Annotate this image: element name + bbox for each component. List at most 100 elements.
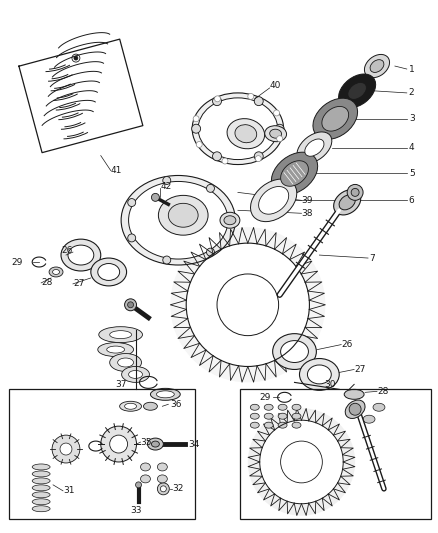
Text: 37: 37 xyxy=(116,380,127,389)
Circle shape xyxy=(351,188,359,196)
Circle shape xyxy=(135,482,141,488)
Ellipse shape xyxy=(251,179,297,222)
Ellipse shape xyxy=(91,258,127,286)
Text: 32: 32 xyxy=(172,484,184,494)
Ellipse shape xyxy=(265,126,286,142)
Ellipse shape xyxy=(250,413,259,419)
Circle shape xyxy=(101,426,137,462)
Ellipse shape xyxy=(292,404,301,410)
Ellipse shape xyxy=(110,353,141,372)
Ellipse shape xyxy=(278,422,287,428)
Text: 42: 42 xyxy=(160,182,172,191)
Circle shape xyxy=(248,93,254,99)
Ellipse shape xyxy=(307,365,331,384)
Circle shape xyxy=(248,408,355,516)
Text: 6: 6 xyxy=(409,196,414,205)
Circle shape xyxy=(163,176,171,184)
Ellipse shape xyxy=(273,334,316,369)
Circle shape xyxy=(170,227,325,382)
Circle shape xyxy=(186,243,309,367)
Ellipse shape xyxy=(278,404,287,410)
Ellipse shape xyxy=(61,239,101,271)
Text: 33: 33 xyxy=(131,506,142,515)
Ellipse shape xyxy=(322,107,349,131)
Circle shape xyxy=(222,158,228,164)
Bar xyxy=(9,389,195,519)
Ellipse shape xyxy=(121,175,235,265)
Ellipse shape xyxy=(344,389,364,399)
Ellipse shape xyxy=(32,464,50,470)
Ellipse shape xyxy=(363,415,375,423)
Circle shape xyxy=(152,193,159,201)
Ellipse shape xyxy=(272,152,318,195)
Ellipse shape xyxy=(53,270,60,274)
Ellipse shape xyxy=(152,441,159,447)
Text: 26: 26 xyxy=(341,340,353,349)
Text: 27: 27 xyxy=(354,365,366,374)
Circle shape xyxy=(124,299,137,311)
Ellipse shape xyxy=(264,404,273,410)
Ellipse shape xyxy=(99,327,142,343)
Ellipse shape xyxy=(150,389,180,400)
Circle shape xyxy=(255,156,261,161)
Ellipse shape xyxy=(68,245,94,265)
Bar xyxy=(240,389,431,519)
Ellipse shape xyxy=(32,492,50,498)
Circle shape xyxy=(275,124,284,133)
Ellipse shape xyxy=(281,341,308,362)
Ellipse shape xyxy=(281,161,308,186)
Ellipse shape xyxy=(270,129,282,138)
Ellipse shape xyxy=(373,403,385,411)
Ellipse shape xyxy=(297,132,332,163)
Ellipse shape xyxy=(292,422,301,428)
Circle shape xyxy=(277,136,283,142)
Ellipse shape xyxy=(118,358,134,367)
Ellipse shape xyxy=(300,359,339,390)
Circle shape xyxy=(260,420,343,504)
Ellipse shape xyxy=(264,413,273,419)
Ellipse shape xyxy=(98,343,134,357)
Circle shape xyxy=(274,110,279,116)
Ellipse shape xyxy=(129,181,228,259)
Ellipse shape xyxy=(220,212,240,228)
Ellipse shape xyxy=(192,93,283,165)
Ellipse shape xyxy=(345,400,365,418)
Circle shape xyxy=(110,435,127,453)
Circle shape xyxy=(349,403,361,415)
Ellipse shape xyxy=(157,463,167,471)
Text: 40: 40 xyxy=(270,82,281,91)
Ellipse shape xyxy=(168,203,198,227)
Ellipse shape xyxy=(32,499,50,505)
Ellipse shape xyxy=(49,267,63,277)
Circle shape xyxy=(128,199,136,206)
Ellipse shape xyxy=(98,263,120,280)
Ellipse shape xyxy=(235,125,257,143)
Ellipse shape xyxy=(148,438,163,450)
Text: 28: 28 xyxy=(377,387,389,396)
Ellipse shape xyxy=(157,475,167,483)
Ellipse shape xyxy=(156,391,174,398)
Ellipse shape xyxy=(198,98,278,159)
Ellipse shape xyxy=(348,83,367,99)
Ellipse shape xyxy=(227,119,265,149)
Circle shape xyxy=(215,96,220,102)
Circle shape xyxy=(192,124,201,133)
Circle shape xyxy=(127,302,134,308)
Ellipse shape xyxy=(264,422,273,428)
Circle shape xyxy=(226,216,234,224)
Circle shape xyxy=(254,96,263,106)
Text: 27: 27 xyxy=(73,279,84,288)
Ellipse shape xyxy=(339,74,376,108)
Ellipse shape xyxy=(292,413,301,419)
Ellipse shape xyxy=(370,60,384,72)
Circle shape xyxy=(347,184,363,200)
Circle shape xyxy=(206,248,215,256)
Ellipse shape xyxy=(141,475,150,483)
Ellipse shape xyxy=(141,463,150,471)
Ellipse shape xyxy=(32,478,50,484)
Ellipse shape xyxy=(250,404,259,410)
Text: 1: 1 xyxy=(409,64,414,74)
Ellipse shape xyxy=(278,413,287,419)
Circle shape xyxy=(160,486,166,492)
Text: 41: 41 xyxy=(111,166,122,175)
